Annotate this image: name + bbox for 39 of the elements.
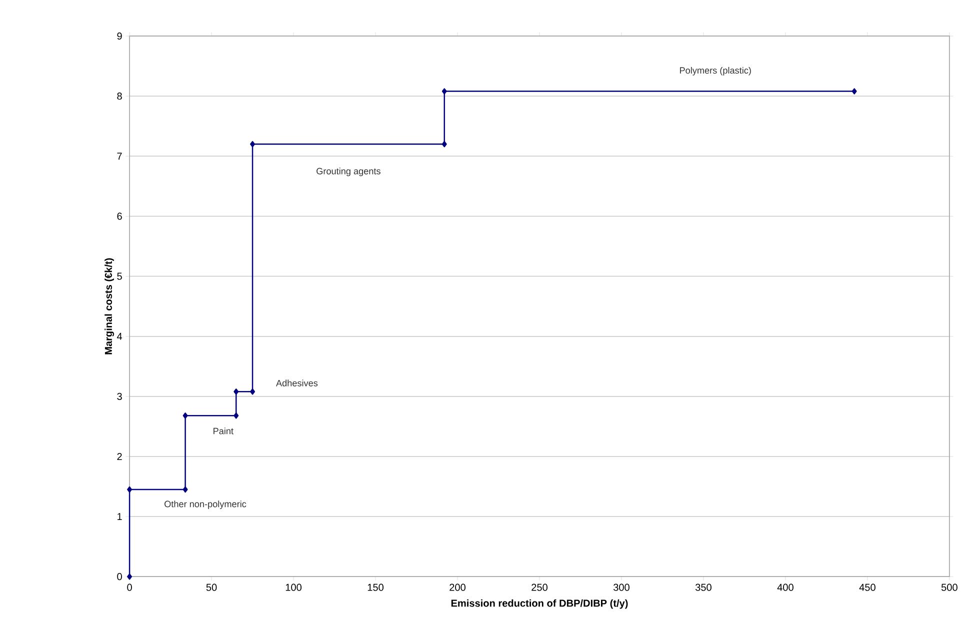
- point: [442, 88, 447, 94]
- annotation: Grouting agents: [316, 168, 380, 176]
- y-axis-title: Marginal costs (€k/t): [104, 258, 114, 354]
- annotation: Polymers (plastic): [680, 66, 751, 76]
- point: [234, 388, 239, 395]
- y-tick-label: 5: [117, 272, 122, 280]
- y-tick-label: 0: [117, 573, 122, 580]
- annotation: Adhesives: [276, 380, 318, 386]
- x-tick-label: 0: [127, 584, 132, 591]
- x-tick-label: 200: [450, 584, 466, 591]
- y-tick-label: 3: [117, 392, 122, 400]
- y-tick-label: 6: [117, 212, 122, 220]
- point: [442, 141, 447, 148]
- point: [182, 486, 188, 493]
- x-tick-label: 350: [695, 584, 712, 591]
- point: [234, 412, 239, 419]
- x-tick-label: 250: [532, 584, 548, 591]
- y-tick-label: 1: [118, 513, 122, 520]
- x-tick-label: 500: [941, 584, 958, 591]
- annotation: Paint: [214, 428, 234, 434]
- x-axis-title: Emission reduction of DBP/DIBP (t/y): [451, 599, 628, 609]
- point: [182, 412, 188, 419]
- annotation: Other non-polymeric: [164, 500, 246, 510]
- x-tick-label: 150: [368, 584, 384, 591]
- point: [250, 141, 256, 148]
- y-tick-label: 4: [116, 332, 122, 340]
- point: [250, 388, 256, 395]
- y-tick-label: 7: [117, 152, 122, 160]
- y-tick-label: 2: [117, 452, 122, 460]
- point: [127, 486, 132, 493]
- x-tick-label: 400: [777, 584, 794, 591]
- y-tick-label: 9: [117, 32, 122, 40]
- x-tick-label: 450: [859, 584, 876, 591]
- x-tick-label: 300: [613, 584, 630, 591]
- x-tick-label: 50: [206, 584, 217, 591]
- x-tick-label: 100: [286, 584, 302, 591]
- y-tick-label: 8: [117, 92, 122, 100]
- point: [127, 573, 132, 580]
- point: [852, 88, 857, 94]
